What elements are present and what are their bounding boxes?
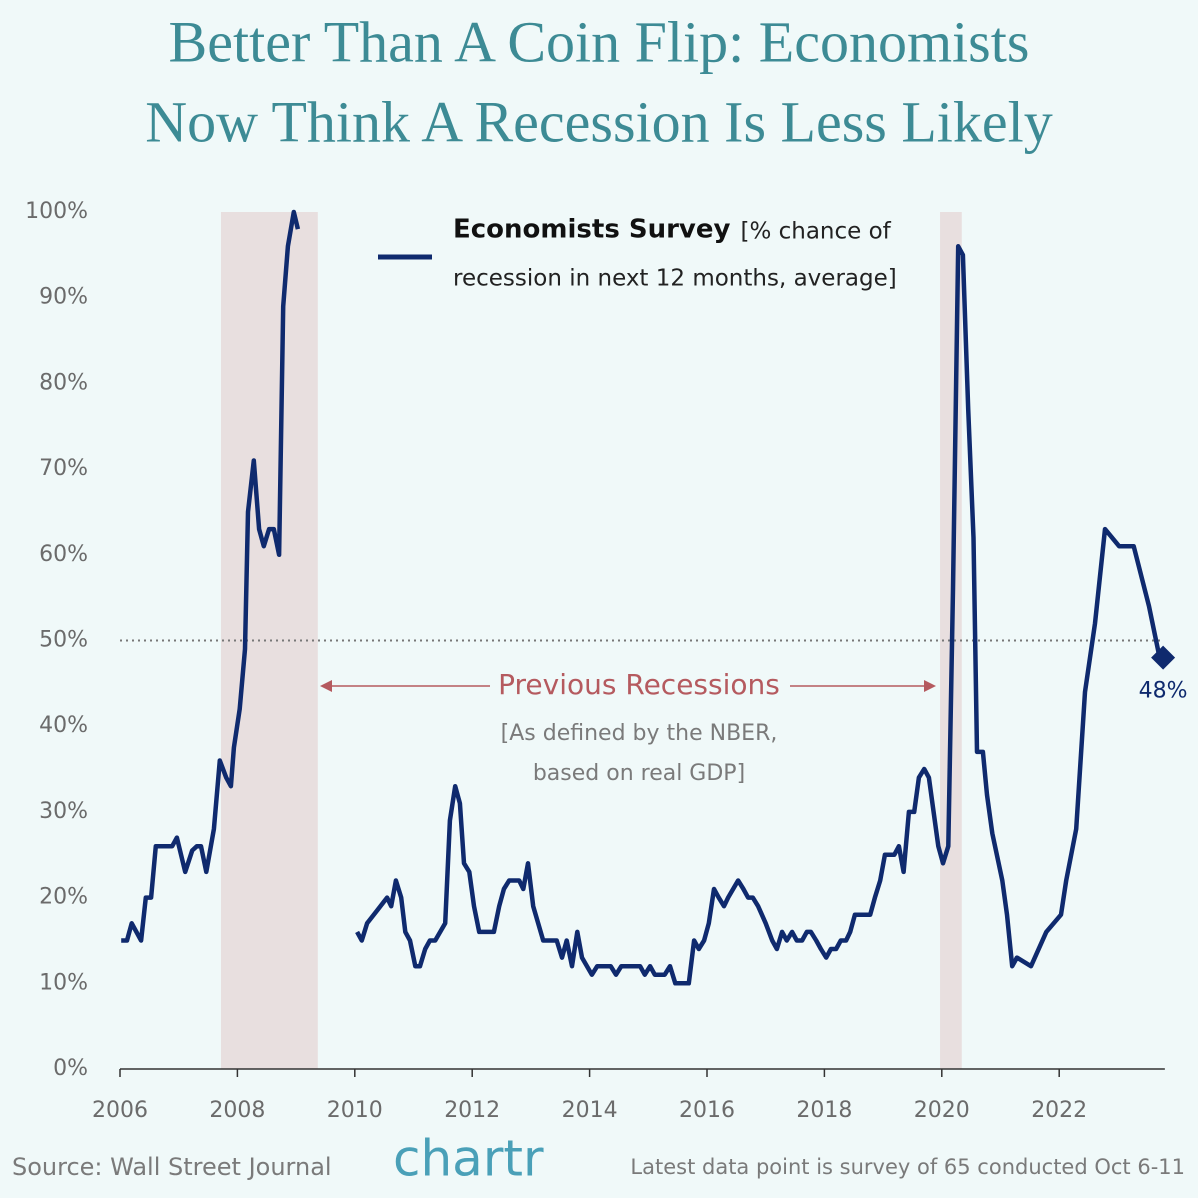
x-tick-label: 2016 [679, 1098, 735, 1123]
end-label: 48% [1139, 679, 1188, 704]
source: Source: Wall Street Journal [12, 1153, 332, 1181]
annotation-arrowhead [320, 680, 332, 692]
brand: chartr [393, 1130, 544, 1188]
annotation-arrowhead [924, 680, 936, 692]
y-tick-label: 40% [39, 713, 88, 738]
x-tick-label: 2012 [444, 1098, 500, 1123]
legend-label: Economists Survey [453, 215, 730, 245]
y-tick-label: 70% [39, 456, 88, 481]
annotation-note: [As defined by the NBER, [501, 721, 778, 746]
data-line [121, 209, 1162, 986]
y-tick-label: 90% [39, 285, 88, 310]
legend-note: recession in next 12 months, average] [453, 266, 897, 292]
y-tick-label: 0% [53, 1056, 88, 1081]
annotation-note: based on real GDP] [533, 761, 745, 786]
y-tick-label: 10% [39, 970, 88, 995]
x-tick-label: 2008 [209, 1098, 265, 1123]
y-tick-label: 60% [39, 542, 88, 567]
y-tick-label: 30% [39, 799, 88, 824]
x-tick-label: 2006 [92, 1098, 148, 1123]
x-tick-label: 2018 [796, 1098, 852, 1123]
x-tick-label: 2020 [914, 1098, 970, 1123]
x-tick-label: 2014 [562, 1098, 618, 1123]
chart-title: Better Than A Coin Flip: Economists [169, 9, 1030, 74]
y-tick-label: 50% [39, 628, 88, 653]
x-tick-label: 2022 [1031, 1098, 1087, 1123]
y-tick-label: 80% [39, 370, 88, 395]
y-tick-label: 100% [25, 199, 88, 224]
annotation-title: Previous Recessions [498, 668, 780, 701]
chart-title: Now Think A Recession Is Less Likely [145, 89, 1053, 154]
x-tick-label: 2010 [327, 1098, 383, 1123]
legend-note: [% chance of [740, 219, 891, 245]
y-tick-label: 20% [39, 885, 88, 910]
footnote: Latest data point is survey of 65 conduc… [630, 1155, 1185, 1179]
end-point [1151, 645, 1176, 670]
